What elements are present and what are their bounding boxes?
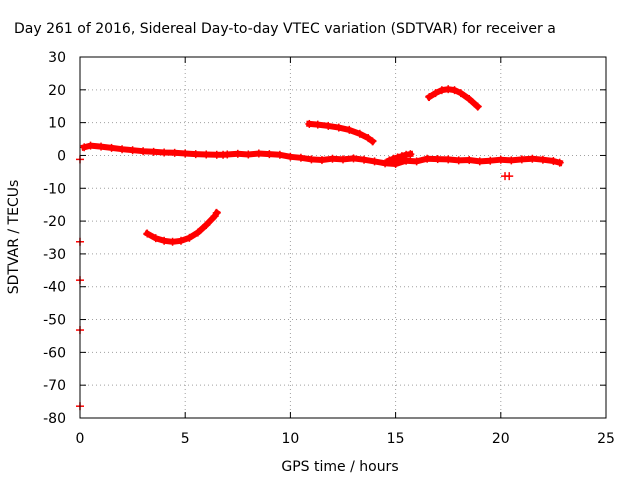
series-3 xyxy=(425,85,482,111)
data-layer xyxy=(76,85,564,411)
y-tick-label: -70 xyxy=(43,378,66,394)
x-tick-label: 10 xyxy=(281,431,299,447)
series-line xyxy=(306,120,377,146)
plot-border xyxy=(79,56,607,419)
y-tick-label: -50 xyxy=(43,313,66,329)
y-tick-label: -30 xyxy=(43,247,66,263)
x-tick-label: 5 xyxy=(181,431,190,447)
x-tick-label: 0 xyxy=(76,431,85,447)
y-tick-label: 0 xyxy=(57,148,66,164)
series-1 xyxy=(143,208,221,246)
y-tick-label: 30 xyxy=(48,50,66,66)
x-tick-label: 25 xyxy=(597,431,615,447)
x-axis-label: GPS time / hours xyxy=(281,459,398,475)
y-tick-label: 10 xyxy=(48,116,66,132)
y-tick-label: -40 xyxy=(43,280,66,296)
series-line xyxy=(425,86,482,111)
series-5 xyxy=(501,172,514,181)
y-axis-label: SDTVAR / TECUs xyxy=(6,180,22,295)
y-tick-label: -60 xyxy=(43,345,66,361)
chart-title: Day 261 of 2016, Sidereal Day-to-day VTE… xyxy=(14,21,556,37)
series-4 xyxy=(385,150,415,165)
series-line xyxy=(143,208,221,245)
x-ticks: 0 5 10 15 20 25 xyxy=(76,57,615,447)
series-0 xyxy=(80,141,564,168)
series-2 xyxy=(305,119,377,146)
x-tick-label: 20 xyxy=(492,431,510,447)
y-tick-label: -10 xyxy=(43,181,66,197)
y-tick-label: 20 xyxy=(48,83,66,99)
y-tick-label: -20 xyxy=(43,214,66,230)
y-tick-label: -80 xyxy=(43,411,66,427)
x-tick-label: 15 xyxy=(387,431,405,447)
y-ticks: 30 20 10 0 -10 -20 -30 -40 -50 -60 -70 -80 xyxy=(43,50,606,427)
